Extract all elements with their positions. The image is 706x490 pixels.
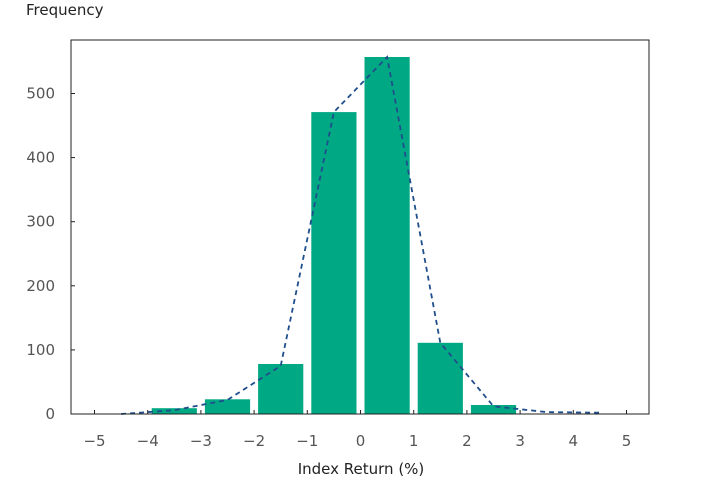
- x-axis-title: Index Return (%): [298, 460, 425, 478]
- x-tick-label: 5: [622, 432, 632, 450]
- y-tick-label: 100: [26, 341, 55, 359]
- x-tick-label: −3: [190, 432, 212, 450]
- x-axis-ticks: −5 −4 −3 −2 −1 0 1 2 3 4 5: [83, 410, 631, 450]
- bars-layer: [151, 57, 517, 414]
- histogram-bar: [151, 408, 197, 414]
- x-tick-label: 4: [569, 432, 579, 450]
- y-tick-label: 500: [26, 85, 55, 103]
- x-tick-label: 0: [356, 432, 366, 450]
- x-tick-label: −5: [83, 432, 105, 450]
- frequency-curve-line: [121, 55, 600, 415]
- histogram-bar: [258, 364, 304, 414]
- x-tick-label: 1: [409, 432, 419, 450]
- histogram-bar: [204, 399, 251, 414]
- x-tick-label: −4: [137, 432, 159, 450]
- plot-area-frame: [70, 39, 650, 415]
- x-tick-label: −2: [243, 432, 265, 450]
- y-axis-ticks: 0 100 200 300 400 500: [26, 85, 75, 423]
- y-axis-title: Frequency: [26, 1, 104, 19]
- histogram-bar: [417, 342, 463, 414]
- x-tick-label: 2: [462, 432, 472, 450]
- histogram-bar: [364, 57, 410, 414]
- y-tick-label: 400: [26, 149, 55, 167]
- histogram-bar: [470, 405, 517, 414]
- histogram-bar: [311, 112, 357, 414]
- y-tick-label: 0: [45, 405, 55, 423]
- x-tick-label: −1: [296, 432, 318, 450]
- y-tick-label: 200: [26, 277, 55, 295]
- x-tick-label: 3: [515, 432, 525, 450]
- y-tick-label: 300: [26, 213, 55, 231]
